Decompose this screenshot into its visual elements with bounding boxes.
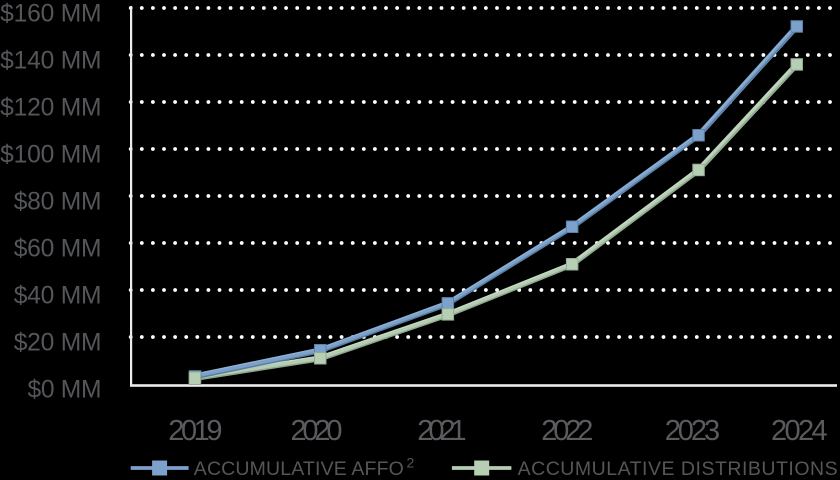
svg-text:2024: 2024 bbox=[771, 415, 828, 447]
svg-text:2: 2 bbox=[407, 455, 415, 471]
svg-text:$20 MM: $20 MM bbox=[14, 330, 102, 357]
svg-text:$40 MM: $40 MM bbox=[14, 283, 102, 310]
svg-text:$60 MM: $60 MM bbox=[14, 236, 102, 263]
svg-text:$120 MM: $120 MM bbox=[0, 95, 101, 122]
svg-text:2019: 2019 bbox=[168, 415, 222, 447]
svg-text:$0 MM: $0 MM bbox=[28, 377, 102, 404]
svg-text:$80 MM: $80 MM bbox=[14, 189, 102, 216]
svg-text:$140 MM: $140 MM bbox=[0, 48, 101, 75]
svg-text:ACCUMULATIVE AFFO: ACCUMULATIVE AFFO bbox=[194, 458, 404, 480]
svg-text:2021: 2021 bbox=[417, 415, 466, 447]
svg-text:ACCUMULATIVE DISTRIBUTIONS: ACCUMULATIVE DISTRIBUTIONS bbox=[518, 458, 838, 480]
svg-text:2022: 2022 bbox=[541, 415, 593, 447]
svg-text:$100 MM: $100 MM bbox=[0, 142, 101, 169]
svg-text:$160 MM: $160 MM bbox=[0, 1, 101, 28]
svg-text:2023: 2023 bbox=[665, 415, 720, 447]
svg-text:2020: 2020 bbox=[290, 415, 342, 447]
